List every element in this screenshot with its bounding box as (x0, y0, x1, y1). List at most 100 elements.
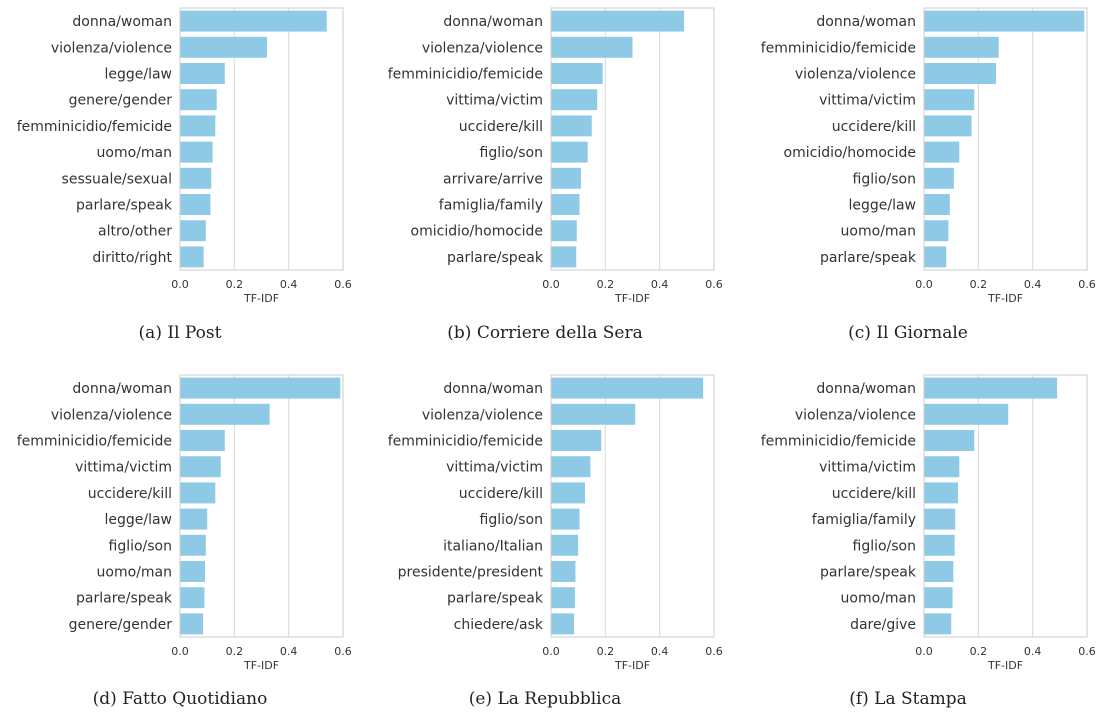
plot-frame (923, 7, 1088, 271)
plot-frame (179, 7, 344, 271)
bar (924, 587, 953, 609)
bar (924, 220, 949, 242)
category-label: legge/law (848, 198, 916, 214)
x-tick-label: 0.0 (542, 278, 560, 291)
x-tick-label: 0.4 (1024, 278, 1042, 291)
x-tick-label: 0.6 (1078, 278, 1096, 291)
x-tick-label: 0.0 (171, 278, 189, 291)
category-label: violenza/violence (422, 407, 543, 423)
subfigure-caption: (d) Fatto Quotidiano (93, 689, 268, 709)
chart-panel-3: donna/woman femminicidio/femicide violenza… (761, 7, 1096, 343)
bar (180, 377, 341, 399)
category-label: vittima/victim (819, 93, 916, 109)
plot-frame (923, 374, 1088, 638)
category-label: uomo/man (97, 145, 172, 161)
category-label: uccidere/kill (88, 486, 172, 502)
category-label: famiglia/family (812, 512, 916, 528)
bar (924, 561, 954, 582)
category-label: omicidio/homocide (784, 145, 916, 161)
subfigure-caption: (e) La Repubblica (469, 689, 622, 709)
bar (551, 220, 577, 242)
category-label: donna/woman (443, 14, 543, 30)
bar (551, 534, 579, 556)
category-label: femminicidio/femicide (17, 119, 172, 135)
x-tick-label: 0.6 (705, 278, 723, 291)
bar (551, 377, 704, 399)
bar (180, 167, 212, 189)
plot-frame (550, 374, 715, 638)
bar (551, 36, 633, 58)
bar (551, 246, 577, 268)
bar (180, 89, 217, 111)
bar (551, 141, 588, 163)
x-tick-label: 0.2 (226, 645, 244, 658)
x-tick-label: 0.4 (1024, 645, 1042, 658)
x-tick-label: 0.2 (226, 278, 244, 291)
x-tick-label: 0.6 (334, 645, 352, 658)
category-label: legge/law (104, 67, 172, 83)
bar (924, 613, 952, 635)
bar (551, 167, 581, 189)
x-axis-label: TF-IDF (243, 659, 279, 672)
category-label: presidente/president (398, 565, 544, 581)
bar (551, 63, 603, 84)
category-label: parlare/speak (447, 250, 544, 266)
category-label: donna/woman (72, 381, 172, 397)
category-label: femminicidio/femicide (761, 434, 916, 450)
x-axis-label: TF-IDF (987, 659, 1023, 672)
subfigure-caption: (f) La Stampa (849, 689, 967, 709)
bar (924, 430, 975, 451)
x-tick-label: 0.0 (915, 645, 933, 658)
category-label: violenza/violence (795, 67, 916, 83)
category-label: violenza/violence (51, 40, 172, 56)
category-label: omicidio/homocide (411, 224, 543, 240)
bar (551, 482, 585, 504)
category-label: uccidere/kill (832, 119, 916, 135)
category-label: vittima/victim (446, 460, 543, 476)
bar (180, 10, 327, 32)
category-label: genere/gender (69, 617, 173, 633)
category-label: sessuale/sexual (62, 171, 172, 187)
category-label: femminicidio/femicide (388, 434, 543, 450)
x-axis-label: TF-IDF (614, 659, 650, 672)
bar (180, 561, 205, 582)
bar (180, 63, 225, 84)
category-label: parlare/speak (76, 198, 173, 214)
category-label: parlare/speak (820, 565, 917, 581)
category-label: donna/woman (816, 381, 916, 397)
category-label: uccidere/kill (459, 486, 543, 502)
bar (924, 115, 972, 137)
category-label: uccidere/kill (832, 486, 916, 502)
category-label: parlare/speak (76, 591, 173, 607)
x-axis-label: TF-IDF (243, 292, 279, 305)
bar (924, 456, 960, 478)
bar (180, 194, 211, 215)
chart-panel-4: donna/woman violenza/violence femminicidio… (17, 374, 352, 709)
category-label: uomo/man (841, 224, 916, 240)
bar (551, 10, 685, 32)
bar (551, 456, 591, 478)
x-tick-label: 0.2 (970, 278, 988, 291)
bar (551, 194, 580, 215)
x-tick-label: 0.4 (280, 278, 298, 291)
x-tick-label: 0.6 (334, 278, 352, 291)
bar (924, 508, 956, 530)
x-tick-label: 0.6 (1078, 645, 1096, 658)
bar (924, 167, 954, 189)
bar (180, 456, 221, 478)
bar (924, 10, 1085, 32)
category-label: arrivare/arrive (443, 171, 543, 187)
bar (180, 115, 216, 137)
chart-panel-2: donna/woman violenza/violence femminicidio… (388, 7, 723, 343)
category-label: figlio/son (853, 171, 917, 187)
category-label: chiedere/ask (454, 617, 544, 633)
bar (180, 246, 204, 268)
category-label: violenza/violence (795, 407, 916, 423)
bar (180, 220, 206, 242)
chart-panel-5: donna/woman violenza/violence femminicidio… (388, 374, 723, 709)
x-tick-label: 0.4 (651, 645, 669, 658)
category-label: parlare/speak (447, 591, 544, 607)
bar (924, 194, 950, 215)
category-label: legge/law (104, 512, 172, 528)
category-label: figlio/son (480, 512, 544, 528)
